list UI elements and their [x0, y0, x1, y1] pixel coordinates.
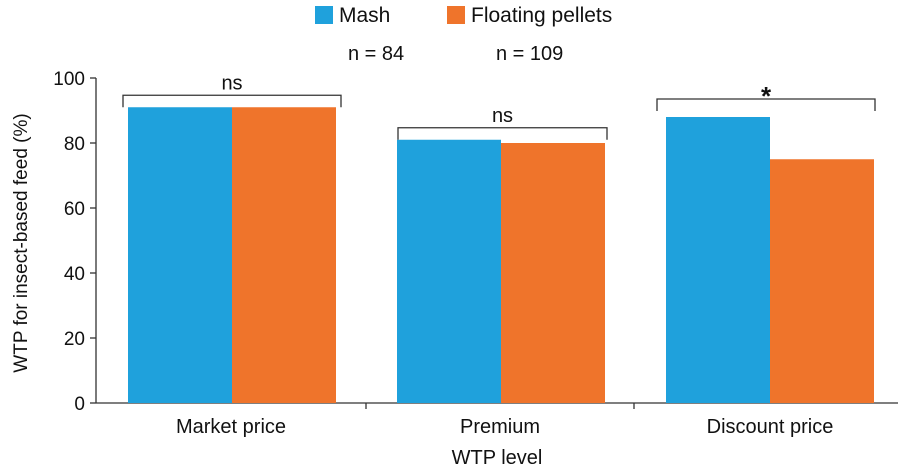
sample-size-0: n = 84	[348, 43, 404, 65]
bar-0-0	[128, 107, 232, 403]
significance-bracket-1	[397, 127, 608, 140]
y-tick-label-60: 60	[64, 199, 85, 220]
legend-swatch-1	[447, 6, 465, 24]
bar-1-1	[501, 143, 605, 403]
bar-1-2	[770, 159, 874, 403]
significance-label-2: *	[761, 81, 772, 111]
axis-labels: Market price Premium Discount price WTP lev…	[11, 113, 833, 469]
x-tick-label-0: Market price	[176, 416, 286, 438]
significance-brackets: ns ns *	[122, 72, 876, 140]
y-tick-label-20: 20	[64, 329, 85, 350]
x-axis-title: WTP level	[452, 447, 543, 469]
sample-size-labels: n = 84 n = 109	[348, 43, 563, 65]
bar-1-0	[232, 107, 336, 403]
y-tick-label-100: 100	[53, 69, 85, 90]
y-axis-title: WTP for insect-based feed (%)	[11, 113, 32, 372]
bars	[128, 107, 874, 403]
sample-size-1: n = 109	[496, 43, 563, 65]
y-tick-label-0: 0	[74, 394, 85, 415]
significance-label-0: ns	[221, 72, 242, 94]
legend: Mash Floating pellets	[315, 4, 612, 27]
x-tick-label-1: Premium	[460, 416, 540, 438]
y-tick-label-40: 40	[64, 264, 85, 285]
significance-label-1: ns	[492, 105, 513, 127]
y-tick-label-80: 80	[64, 134, 85, 155]
significance-bracket-2	[656, 98, 876, 111]
legend-label-1: Floating pellets	[471, 4, 612, 27]
x-tick-label-2: Discount price	[707, 416, 834, 438]
legend-swatch-0	[315, 6, 333, 24]
significance-bracket-0	[122, 94, 342, 108]
legend-label-0: Mash	[339, 4, 390, 27]
bar-0-1	[397, 139, 501, 403]
bar-0-2	[666, 117, 770, 403]
